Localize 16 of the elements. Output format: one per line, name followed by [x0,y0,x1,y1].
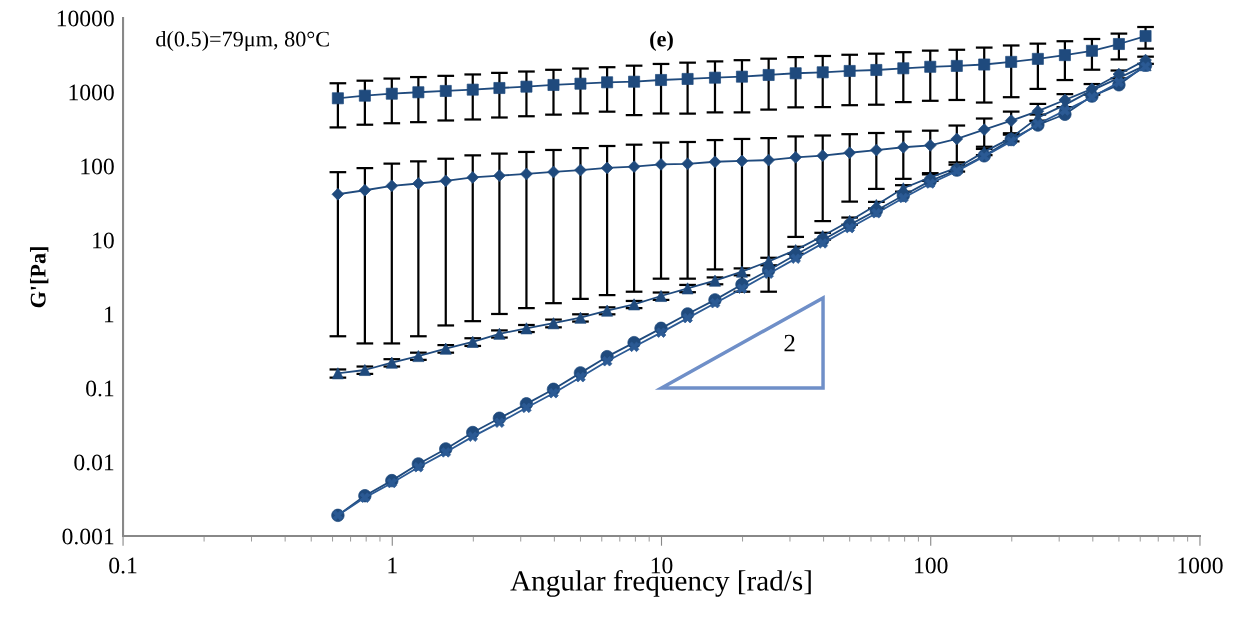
y-tick-label: 1 [104,306,114,323]
annotation: (e) [650,30,673,52]
y-tick-label: 0.001 [62,528,114,545]
y-tick-label: 1000 [69,84,114,101]
x-tick-label: 1 [388,557,397,574]
y-tick-label: 0.1 [86,380,114,397]
y-tick-label: 100 [81,158,114,175]
y-axis-title: G'[Pa] [29,247,49,308]
x-tick-label: 0.1 [109,557,137,574]
x-tick-label: 100 [915,557,948,574]
annotation: d(0.5)=79μm, 80°C [156,30,329,52]
y-tick-label: 10 [93,232,114,249]
x-tick-label: 1000 [1178,557,1223,574]
annotation: 2 [784,334,795,352]
y-tick-label: 10000 [57,10,114,27]
y-tick-label: 0.01 [74,454,114,471]
